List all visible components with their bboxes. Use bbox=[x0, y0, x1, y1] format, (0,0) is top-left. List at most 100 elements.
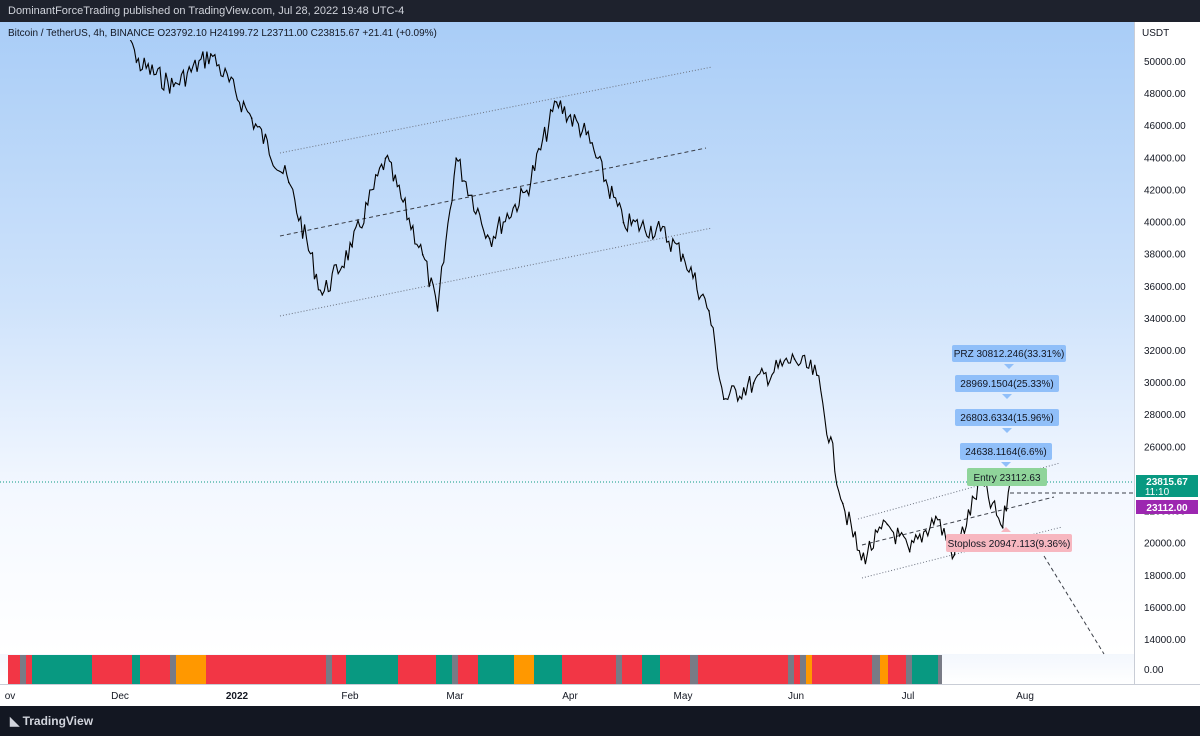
entry-marker: Entry 23112.63 bbox=[967, 468, 1047, 486]
stoploss-label: Stoploss 20947.113(9.36%) bbox=[948, 539, 1071, 550]
target-2-arrow bbox=[1002, 428, 1012, 433]
price-point bbox=[436, 310, 439, 312]
chart-area[interactable] bbox=[0, 22, 1134, 654]
indicator-bar bbox=[888, 655, 906, 684]
price-point bbox=[953, 554, 956, 556]
ohlc-change: +21.41 (+0.09%) bbox=[362, 28, 437, 39]
last-price-badge: 23815.67 11:10 bbox=[1136, 475, 1198, 498]
x-tick-label: May bbox=[674, 691, 693, 702]
price-point bbox=[682, 253, 684, 256]
tv-logo-icon: ◣ bbox=[10, 714, 23, 728]
indicator-zero-tick: 0.00 bbox=[1144, 665, 1164, 676]
indicator-bar bbox=[794, 655, 800, 684]
x-tick-label: Apr bbox=[562, 691, 578, 702]
indicator-bar bbox=[906, 655, 912, 684]
price-point bbox=[526, 189, 528, 192]
price-point bbox=[488, 237, 491, 240]
price-point bbox=[1001, 526, 1004, 529]
price-point bbox=[816, 374, 818, 376]
entry-price-badge: 23112.00 bbox=[1136, 500, 1198, 514]
y-tick-label: 20000.00 bbox=[1144, 539, 1186, 550]
price-point bbox=[585, 133, 588, 136]
y-tick-label: 14000.00 bbox=[1144, 635, 1186, 646]
indicator-bar bbox=[132, 655, 140, 684]
y-tick-label: 48000.00 bbox=[1144, 89, 1186, 100]
y-tick-label: 38000.00 bbox=[1144, 250, 1186, 261]
prz-box bbox=[952, 345, 1066, 362]
entry-price-bg bbox=[1136, 500, 1198, 514]
prz-arrow bbox=[1004, 364, 1014, 369]
indicator-bar bbox=[698, 655, 788, 684]
indicator-bar bbox=[176, 655, 206, 684]
indicator-bar bbox=[912, 655, 938, 684]
target-3-box bbox=[955, 375, 1059, 392]
target-3-label: 28969.1504(25.33%) bbox=[960, 379, 1053, 390]
indicator-bar bbox=[92, 655, 132, 684]
price-point bbox=[455, 157, 458, 160]
target-prz: PRZ 30812.246(33.31%) bbox=[952, 345, 1066, 369]
indicator-bar bbox=[32, 655, 92, 684]
y-tick-label: 30000.00 bbox=[1144, 378, 1186, 389]
indicator-bar bbox=[436, 655, 452, 684]
price-point bbox=[886, 523, 889, 526]
indicator-bar bbox=[398, 655, 436, 684]
price-point bbox=[793, 358, 796, 360]
last-price-text: 23815.67 bbox=[1146, 477, 1188, 488]
indicator-bar bbox=[478, 655, 514, 684]
x-tick-label: Aug bbox=[1016, 691, 1034, 702]
price-point bbox=[351, 245, 353, 248]
price-point bbox=[321, 294, 324, 296]
ohlc-open: O23792.10 bbox=[157, 28, 207, 39]
tv-brand-text: TradingView bbox=[22, 714, 94, 728]
x-tick-label: Jun bbox=[788, 691, 804, 702]
indicator-bar bbox=[616, 655, 622, 684]
x-tick-label: Dec bbox=[111, 691, 129, 702]
y-tick-label: 26000.00 bbox=[1144, 442, 1186, 453]
upper-channel-line bbox=[279, 66, 713, 154]
price-axis[interactable] bbox=[1134, 22, 1200, 684]
x-tick-label: Feb bbox=[341, 691, 359, 702]
price-point bbox=[421, 253, 424, 256]
tradingview-logo[interactable]: ◣ TradingView bbox=[10, 706, 93, 736]
y-tick-label: 34000.00 bbox=[1144, 314, 1186, 325]
price-point bbox=[210, 53, 212, 55]
price-point bbox=[752, 382, 755, 384]
indicator-bar bbox=[806, 655, 812, 684]
publisher-bar: DominantForceTrading published on Tradin… bbox=[0, 0, 1200, 22]
price-point bbox=[659, 229, 662, 232]
y-tick-label: 50000.00 bbox=[1144, 57, 1186, 68]
target-2-label: 26803.6334(15.96%) bbox=[960, 413, 1053, 424]
indicator-bar bbox=[458, 655, 478, 684]
price-point bbox=[723, 398, 725, 401]
indicator-bars bbox=[8, 655, 942, 684]
symbol-legend[interactable]: Bitcoin / TetherUS, 4h, BINANCE O23792.1… bbox=[8, 28, 437, 39]
x-tick-label: Jul bbox=[902, 691, 915, 702]
stoploss-marker: Stoploss 20947.113(9.36%) bbox=[946, 527, 1072, 552]
indicator-bar bbox=[622, 655, 642, 684]
price-point bbox=[172, 85, 175, 87]
price-point bbox=[708, 310, 710, 312]
mid-channel-line bbox=[279, 147, 707, 237]
target-2-box bbox=[955, 409, 1059, 426]
price-point bbox=[135, 61, 138, 63]
indicator-bar bbox=[938, 655, 942, 684]
indicator-bar bbox=[880, 655, 888, 684]
indicator-bar bbox=[660, 655, 690, 684]
x-axis-ticks: ov Dec 2022 Feb Mar Apr May Jun Jul Aug bbox=[5, 691, 1034, 702]
target-1-box bbox=[960, 443, 1052, 460]
last-price-bg bbox=[1136, 475, 1198, 497]
time-axis[interactable] bbox=[0, 684, 1200, 707]
indicator-bar bbox=[332, 655, 346, 684]
entry-label: Entry 23112.63 bbox=[973, 473, 1041, 484]
price-series-line bbox=[129, 40, 1011, 565]
indicator-bar bbox=[140, 655, 170, 684]
entry-box bbox=[967, 468, 1047, 486]
y-tick-label: 28000.00 bbox=[1144, 410, 1186, 421]
price-point bbox=[842, 502, 844, 505]
target-3-arrow bbox=[1002, 394, 1012, 399]
price-point bbox=[622, 221, 625, 224]
ohlc-close: C23815.67 bbox=[310, 28, 360, 39]
entry-price-text: 23112.00 bbox=[1146, 503, 1188, 514]
indicator-bar bbox=[642, 655, 660, 684]
